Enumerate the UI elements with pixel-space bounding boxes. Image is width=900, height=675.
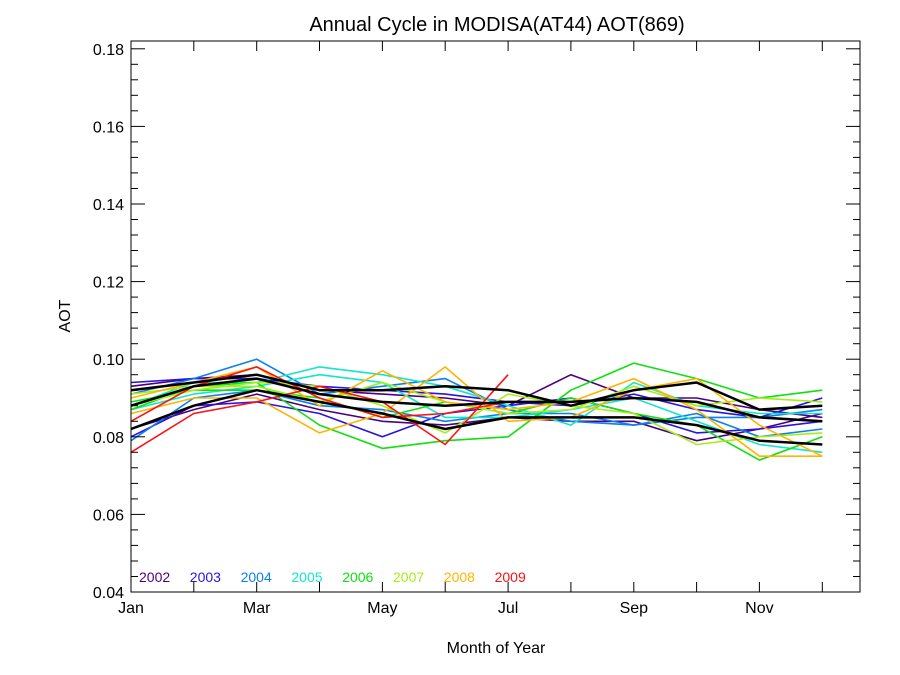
y-tick-label: 0.12 (93, 275, 124, 292)
y-tick-label: 0.06 (93, 507, 124, 524)
tick-labels: Jan Mar May Jul Sep Nov 0.04 0.06 0.08 0.10 0.12 0.… (93, 42, 774, 617)
legend-label-2004: 2004 (241, 569, 272, 585)
x-tick-label: May (367, 600, 397, 617)
series-2005-line-2 (130, 373, 823, 454)
legend-label-2005: 2005 (291, 569, 322, 585)
x-tick-label: Nov (745, 600, 773, 617)
series-black-line-1 (130, 373, 823, 411)
y-tick-label: 0.18 (93, 42, 124, 59)
legend: 2002 2003 2004 2005 2006 2007 2008 2009 (139, 569, 526, 585)
y-tick-label: 0.08 (93, 430, 124, 447)
legend-label-2006: 2006 (342, 569, 373, 585)
series-black-line-2 (130, 377, 823, 423)
y-axis-label: AOT (57, 299, 74, 332)
y-tick-label: 0.16 (93, 119, 124, 136)
y-tick-label: 0.04 (93, 585, 124, 602)
legend-label-2008: 2008 (444, 569, 475, 585)
series-2009-line-1 (130, 374, 509, 453)
series-black-line-3 (130, 388, 823, 446)
x-tick-label: Jan (118, 600, 144, 617)
x-tick-label: Mar (243, 600, 271, 617)
y-tick-label: 0.14 (93, 197, 124, 214)
legend-label-2007: 2007 (393, 569, 424, 585)
x-axis-label: Month of Year (447, 640, 546, 657)
legend-label-2002: 2002 (139, 569, 170, 585)
series-2007-line-2 (130, 381, 823, 446)
legend-label-2009: 2009 (495, 569, 526, 585)
chart-title: Annual Cycle in MODISA(AT44) AOT(869) (309, 14, 684, 36)
series-2003-line-1 (130, 377, 823, 419)
plot-lines (130, 358, 823, 461)
x-tick-label: Sep (620, 600, 649, 617)
axis-ticks (130, 41, 860, 593)
y-tick-label: 0.10 (93, 352, 124, 369)
series-2002-line-2 (130, 393, 823, 442)
plot-frame (130, 40, 861, 593)
x-tick-label: Jul (498, 600, 518, 617)
legend-label-2003: 2003 (190, 569, 221, 585)
